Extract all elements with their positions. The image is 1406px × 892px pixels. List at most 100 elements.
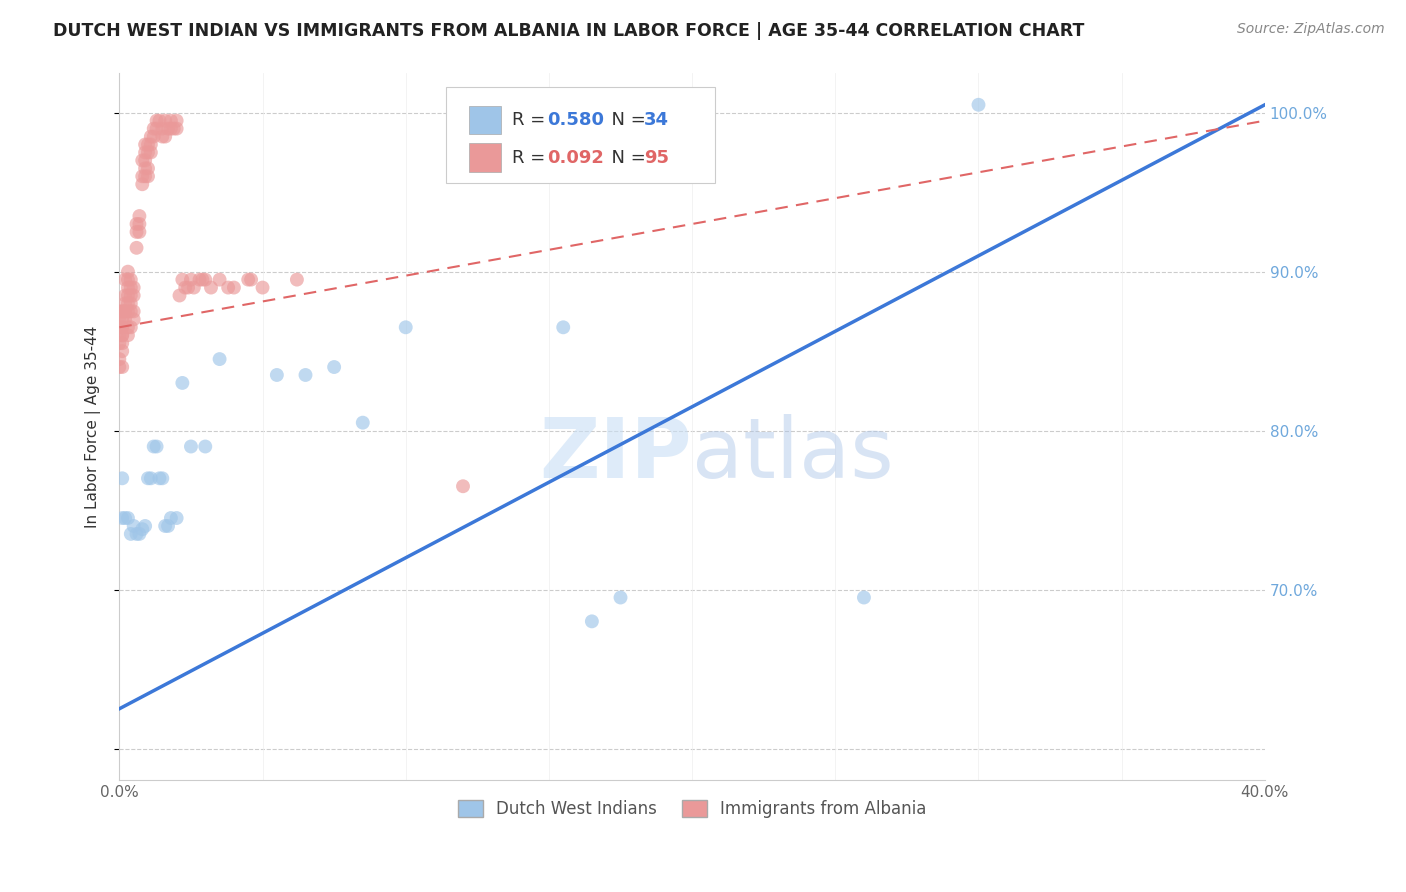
- Point: [136, 137, 159, 152]
- Point: [108, 328, 131, 343]
- Point: [120, 296, 142, 310]
- Text: ZIP: ZIP: [540, 415, 692, 495]
- Point: [240, 272, 263, 286]
- Point: [451, 479, 474, 493]
- Point: [122, 519, 145, 533]
- Text: DUTCH WEST INDIAN VS IMMIGRANTS FROM ALBANIA IN LABOR FORCE | AGE 35-44 CORRELAT: DUTCH WEST INDIAN VS IMMIGRANTS FROM ALB…: [53, 22, 1085, 40]
- Point: [117, 265, 139, 279]
- Point: [166, 113, 188, 128]
- Point: [136, 161, 159, 176]
- Point: [111, 344, 134, 359]
- Point: [117, 280, 139, 294]
- Point: [134, 161, 156, 176]
- Point: [134, 137, 156, 152]
- Point: [114, 304, 136, 318]
- Point: [134, 169, 156, 184]
- Point: [125, 225, 148, 239]
- Point: [172, 376, 194, 390]
- Point: [120, 527, 142, 541]
- Point: [148, 471, 170, 485]
- Point: [145, 440, 167, 454]
- Point: [125, 527, 148, 541]
- Point: [111, 328, 134, 343]
- Point: [134, 519, 156, 533]
- Point: [169, 288, 191, 302]
- Text: 34: 34: [644, 112, 669, 129]
- Point: [122, 280, 145, 294]
- Text: N =: N =: [600, 149, 652, 167]
- Point: [609, 591, 631, 605]
- Point: [266, 368, 288, 382]
- Point: [166, 511, 188, 525]
- Point: [120, 320, 142, 334]
- Point: [108, 312, 131, 326]
- Point: [117, 288, 139, 302]
- Point: [194, 272, 217, 286]
- Point: [200, 280, 222, 294]
- Text: N =: N =: [600, 112, 652, 129]
- Point: [208, 272, 231, 286]
- Point: [114, 296, 136, 310]
- Point: [208, 352, 231, 367]
- Point: [125, 217, 148, 231]
- Point: [157, 519, 180, 533]
- Point: [160, 121, 183, 136]
- Point: [122, 312, 145, 326]
- Point: [111, 471, 134, 485]
- Point: [117, 320, 139, 334]
- Text: 0.580: 0.580: [547, 112, 603, 129]
- Point: [160, 511, 183, 525]
- Text: Source: ZipAtlas.com: Source: ZipAtlas.com: [1237, 22, 1385, 37]
- Text: 0.092: 0.092: [547, 149, 603, 167]
- Point: [114, 511, 136, 525]
- Point: [145, 113, 167, 128]
- Point: [131, 169, 153, 184]
- Text: R =: R =: [512, 112, 551, 129]
- Point: [153, 519, 176, 533]
- Point: [194, 440, 217, 454]
- Point: [145, 121, 167, 136]
- Point: [142, 129, 165, 144]
- Point: [553, 320, 575, 334]
- Point: [111, 304, 134, 318]
- Point: [111, 312, 134, 326]
- Point: [967, 97, 990, 112]
- Point: [114, 288, 136, 302]
- Point: [111, 304, 134, 318]
- Point: [148, 113, 170, 128]
- Point: [174, 280, 197, 294]
- Point: [150, 129, 173, 144]
- Point: [134, 153, 156, 168]
- Point: [136, 169, 159, 184]
- Point: [153, 113, 176, 128]
- Point: [111, 359, 134, 374]
- Point: [217, 280, 239, 294]
- Point: [117, 511, 139, 525]
- Point: [153, 129, 176, 144]
- Point: [134, 145, 156, 160]
- Point: [128, 527, 150, 541]
- Bar: [468, 106, 501, 135]
- Point: [150, 121, 173, 136]
- Text: R =: R =: [512, 149, 551, 167]
- Point: [136, 145, 159, 160]
- Point: [111, 336, 134, 351]
- Point: [581, 615, 603, 629]
- Point: [108, 352, 131, 367]
- Point: [131, 522, 153, 536]
- Point: [136, 471, 159, 485]
- Point: [142, 440, 165, 454]
- Point: [139, 145, 162, 160]
- Point: [128, 217, 150, 231]
- Point: [120, 272, 142, 286]
- Point: [117, 328, 139, 343]
- Point: [111, 320, 134, 334]
- Point: [120, 280, 142, 294]
- Point: [150, 471, 173, 485]
- Point: [111, 511, 134, 525]
- Point: [114, 312, 136, 326]
- Point: [142, 121, 165, 136]
- Point: [323, 359, 346, 374]
- Point: [117, 296, 139, 310]
- Point: [122, 304, 145, 318]
